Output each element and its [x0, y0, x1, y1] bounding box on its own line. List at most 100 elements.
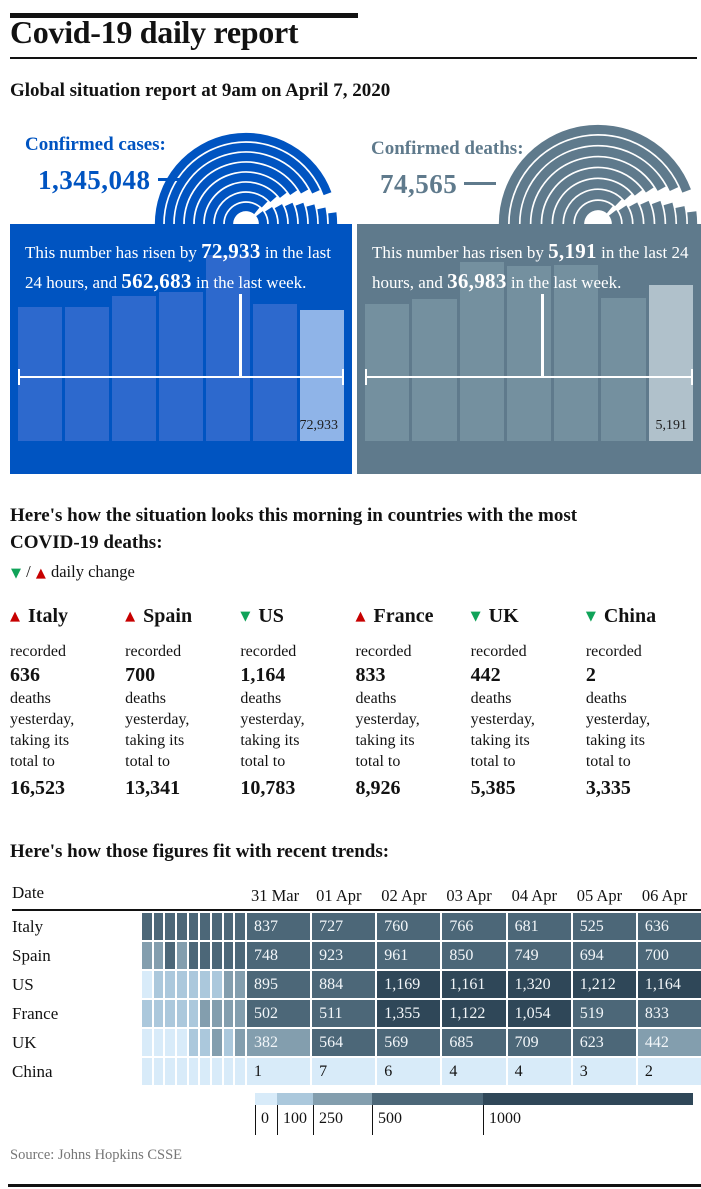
scale-tick-label: 1000	[483, 1104, 521, 1135]
history-stripe	[212, 970, 222, 998]
spiral-ring	[306, 203, 318, 224]
value-cell: 525	[572, 912, 636, 940]
value-cell: 1,355	[377, 999, 441, 1027]
country-card: ▲ Italy recorded 636 deaths yesterday, taking …	[10, 604, 115, 802]
history-stripe	[223, 1057, 234, 1085]
daily-bar	[206, 254, 250, 441]
value-cell: 1,161	[442, 970, 506, 998]
deaths-trend-table: Date 31 Mar 01 Apr 02 Apr 03 Apr 04 Apr 05 Apr…	[12, 879, 701, 1085]
daily-bar	[159, 291, 203, 441]
value-cell: 623	[572, 1028, 636, 1056]
history-stripe	[165, 1057, 176, 1085]
spiral-ring	[204, 182, 277, 224]
deaths-yesterday-value: 2	[585, 663, 596, 686]
card-text-line: taking its	[470, 731, 530, 749]
country-card: ▼ US recorded 1,164 deaths yesterday, taking i…	[240, 604, 345, 802]
spiral-ring	[214, 192, 268, 224]
history-stripe	[188, 1028, 199, 1056]
value-cell: 727	[312, 912, 376, 940]
value-cell: 519	[572, 999, 636, 1027]
daily-bar	[112, 295, 156, 441]
row-country-label: Italy	[12, 916, 44, 936]
history-stripe	[177, 970, 187, 998]
spiral-ring	[154, 132, 332, 224]
value-cell: 1,164	[637, 970, 701, 998]
scale-segment	[483, 1092, 693, 1105]
history-stripe	[153, 999, 164, 1027]
daily-bar	[506, 265, 552, 441]
scale-tick-label: 100	[277, 1104, 307, 1135]
date-column-header: 06 Apr	[641, 885, 688, 905]
spiral-ring	[520, 146, 666, 224]
history-stripes	[142, 941, 246, 969]
spiral-ring	[663, 202, 676, 224]
history-stripe	[200, 912, 211, 940]
recorded-label: recorded	[125, 642, 182, 660]
history-stripe	[142, 912, 152, 940]
spiral-ring	[553, 178, 632, 224]
row-country-label: Spain	[12, 945, 51, 965]
history-stripe	[153, 970, 164, 998]
title-divider	[10, 57, 697, 59]
up-triangle-icon: ▲	[35, 565, 46, 581]
card-text-line: taking its	[240, 731, 300, 749]
card-text-line: yesterday,	[10, 710, 75, 728]
value-cell: 1,320	[507, 970, 571, 998]
history-stripe	[235, 999, 246, 1027]
value-cell: 923	[312, 941, 376, 969]
deaths-panel: This number has risen by 5,191 in the la…	[357, 223, 701, 474]
confirmed-deaths-total: 74,565	[380, 168, 497, 200]
total-deaths-value: 13,341	[125, 776, 181, 799]
deaths-yesterday-value: 636	[10, 663, 40, 686]
history-stripe	[200, 999, 211, 1027]
scale-tick-label: 0	[255, 1104, 269, 1135]
history-stripe	[177, 1057, 187, 1085]
recorded-label: recorded	[470, 642, 527, 660]
deaths-yesterday-value: 833	[355, 663, 386, 686]
card-text-line: yesterday,	[240, 710, 305, 728]
history-stripe	[212, 912, 222, 940]
card-text-line: yesterday,	[355, 710, 420, 728]
table-row: Spain 748 923 961 850 749 694 700	[12, 941, 701, 969]
history-stripe	[223, 1028, 234, 1056]
spiral-ring	[284, 202, 298, 224]
value-cell: 833	[637, 999, 701, 1027]
table-row: UK 382 564 569 685 709 623 442	[12, 1028, 701, 1056]
scale-segment	[313, 1092, 372, 1105]
value-cell: 2	[637, 1057, 701, 1085]
scale-segment	[372, 1092, 483, 1105]
value-cell: 564	[312, 1028, 376, 1056]
legend-label: daily change	[46, 561, 135, 581]
recorded-label: recorded	[355, 642, 412, 660]
confirmed-cases-total-value: 1,345,048	[38, 164, 151, 195]
history-stripe	[188, 1057, 199, 1085]
spiral-ring	[542, 167, 643, 224]
history-stripe	[153, 912, 164, 940]
history-stripe	[142, 941, 152, 969]
history-stripe	[212, 999, 222, 1027]
deaths-narrative: This number has risen by 5,191 in the la…	[372, 236, 694, 297]
heading-line: Here's how the situation looks this morn…	[10, 504, 578, 526]
history-stripe	[177, 999, 187, 1027]
recorded-label: recorded	[585, 642, 642, 660]
value-cell: 895	[247, 970, 311, 998]
history-stripe	[200, 941, 211, 969]
value-cell: 694	[572, 941, 636, 969]
value-cell: 1,122	[442, 999, 506, 1027]
scale-tick-label: 500	[372, 1104, 402, 1135]
down-triangle-icon: ▼	[11, 565, 21, 581]
history-stripe	[177, 912, 187, 940]
deaths-rise-24h: 5,191	[548, 238, 597, 263]
daily-bar	[300, 309, 344, 441]
total-deaths-value: 3,335	[585, 776, 631, 799]
daily-bar	[65, 306, 109, 441]
value-cell: 569	[377, 1028, 441, 1056]
card-text-line: yesterday,	[125, 710, 190, 728]
card-text-line: total to	[240, 752, 286, 770]
value-cell: 1,212	[572, 970, 636, 998]
cases-pointer-line	[239, 293, 242, 378]
country-name-row: ▲ Spain	[125, 604, 230, 629]
history-stripe	[165, 1028, 176, 1056]
confirmed-deaths-total-value: 74,565	[380, 168, 458, 199]
history-stripe	[223, 941, 234, 969]
